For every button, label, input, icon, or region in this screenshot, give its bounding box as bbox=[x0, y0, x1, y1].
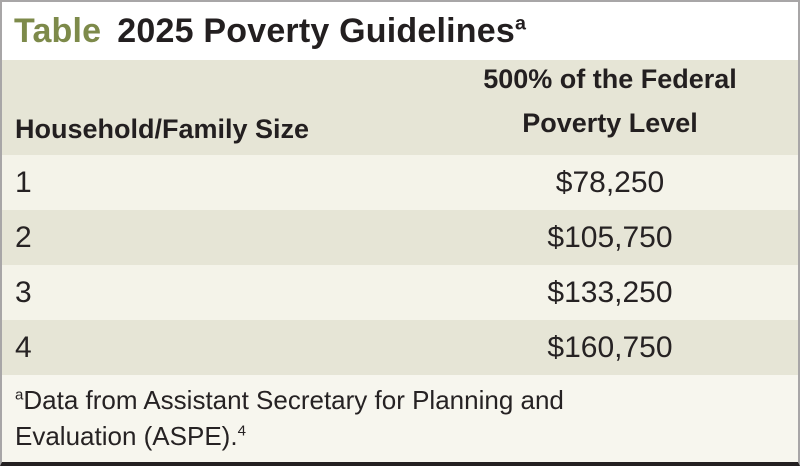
household-size-cell: 4 bbox=[15, 330, 32, 364]
table-row: 2 $105,750 bbox=[2, 210, 798, 265]
household-size-cell: 2 bbox=[15, 220, 32, 254]
footnote-marker: a bbox=[15, 386, 24, 404]
table-footnote: aData from Assistant Secretary for Plann… bbox=[2, 375, 798, 462]
table-row: 4 $160,750 bbox=[2, 320, 798, 375]
poverty-level-cell: $105,750 bbox=[547, 220, 673, 254]
household-size-cell: 3 bbox=[15, 275, 32, 309]
table-row: 1 $78,250 bbox=[2, 155, 798, 210]
poverty-level-cell: $133,250 bbox=[547, 275, 673, 309]
table-label: Table bbox=[14, 11, 102, 50]
footnote-text-line2: Evaluation (ASPE). bbox=[15, 421, 238, 451]
column-header-household-size: Household/Family Size bbox=[15, 114, 310, 144]
footnote-text-line1: Data from Assistant Secretary for Planni… bbox=[23, 385, 564, 415]
table-row: 3 $133,250 bbox=[2, 265, 798, 320]
poverty-level-cell: $78,250 bbox=[555, 165, 665, 199]
footnote-citation-number: 4 bbox=[237, 422, 246, 440]
household-size-cell: 1 bbox=[15, 165, 32, 199]
column-header-poverty-level: 500% of the Federal Poverty Level bbox=[422, 57, 798, 155]
poverty-level-cell: $160,750 bbox=[547, 330, 673, 364]
table-header-row: Household/Family Size 500% of the Federa… bbox=[2, 60, 798, 155]
table-title: Table 2025 Poverty Guidelinesa bbox=[2, 2, 798, 60]
column-header-poverty-level-line2: Poverty Level bbox=[522, 108, 698, 138]
table-title-text: 2025 Poverty Guidelinesa bbox=[117, 12, 526, 51]
column-header-poverty-level-line1: 500% of the Federal bbox=[483, 64, 737, 94]
table-title-main: 2025 Poverty Guidelines bbox=[117, 11, 515, 50]
title-footnote-marker: a bbox=[514, 12, 527, 35]
